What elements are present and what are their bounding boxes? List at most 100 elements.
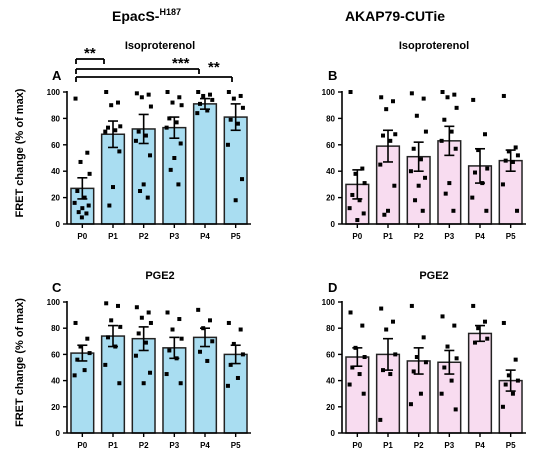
data-point	[205, 358, 210, 363]
data-point	[353, 171, 358, 176]
data-point	[471, 303, 476, 308]
data-point	[172, 156, 177, 160]
data-point	[347, 206, 352, 211]
y-tick-label: 100	[47, 88, 61, 97]
error-bar-p3	[169, 336, 180, 360]
data-point	[85, 336, 90, 341]
data-point	[84, 211, 89, 216]
y-tick-label: 100	[322, 88, 336, 97]
data-point	[411, 369, 416, 374]
data-point	[482, 132, 487, 137]
data-point	[228, 362, 233, 367]
x-tick-label-p5: P5	[506, 441, 516, 450]
data-point	[447, 181, 452, 186]
data-point	[442, 365, 447, 370]
data-point	[139, 95, 144, 100]
data-point	[178, 141, 183, 146]
data-point	[414, 355, 419, 360]
data-point	[510, 391, 515, 396]
data-point	[513, 145, 518, 150]
data-point	[421, 335, 426, 340]
data-point	[503, 158, 508, 163]
data-point	[416, 183, 421, 188]
x-tick-label-p1: P1	[108, 441, 118, 450]
error-bar-p1	[108, 324, 118, 348]
bar-p4	[192, 103, 218, 225]
x-tick-label-p4: P4	[475, 441, 485, 450]
data-point	[85, 150, 90, 155]
x-tick-label-p0: P0	[352, 441, 362, 450]
data-point	[146, 310, 151, 315]
data-point	[82, 195, 87, 200]
y-tick-label: 60	[51, 350, 60, 359]
data-point	[115, 303, 120, 308]
data-point	[440, 314, 445, 319]
data-point	[226, 90, 231, 94]
data-point	[388, 138, 393, 143]
y-tick-label: 40	[51, 377, 60, 386]
data-point	[179, 336, 184, 341]
data-point	[226, 320, 231, 325]
data-point	[111, 185, 115, 190]
data-point	[418, 157, 423, 162]
data-point	[143, 133, 148, 138]
data-point	[117, 149, 122, 154]
data-point	[165, 310, 170, 315]
data-point	[473, 170, 478, 175]
bar-p0	[70, 352, 95, 434]
x-tick-label-p5: P5	[231, 232, 241, 241]
data-point	[445, 95, 450, 100]
data-point	[148, 370, 153, 375]
x-tick-label-p1: P1	[383, 232, 393, 241]
data-point	[103, 362, 108, 367]
data-point	[423, 175, 428, 180]
error-bar-p1	[108, 120, 118, 149]
data-point	[201, 93, 206, 98]
data-point	[361, 211, 366, 216]
data-point	[485, 336, 490, 341]
x-tick-label-p0: P0	[352, 232, 362, 241]
error-bar-p5	[230, 344, 241, 365]
panel-c: C PGE2 FRET change (% of max) 0 20 40 60 80 100 P…	[14, 270, 251, 450]
x-tick-label-p0: P0	[77, 441, 87, 450]
data-point	[148, 153, 153, 158]
data-point	[136, 331, 141, 336]
bar-p4	[192, 336, 218, 434]
data-point	[360, 166, 365, 171]
panel-b: B Isoproterenol 0 20 40 60 80 100 P0 P1 P2 P3 P4 P5	[322, 40, 526, 241]
data-point	[225, 142, 230, 147]
x-tick-label-p5: P5	[231, 441, 241, 450]
data-point	[443, 191, 448, 196]
data-point	[164, 125, 169, 130]
data-point	[442, 117, 447, 122]
data-point	[133, 353, 138, 358]
data-point	[179, 103, 184, 108]
data-point	[420, 208, 425, 213]
data-point	[139, 315, 144, 320]
data-point	[72, 200, 77, 205]
data-point	[482, 319, 487, 324]
data-point	[177, 317, 182, 322]
data-point	[418, 391, 423, 396]
data-point	[449, 129, 454, 134]
y-tick-label: 40	[326, 167, 335, 176]
data-point	[195, 111, 200, 116]
data-point	[408, 169, 413, 174]
x-tick-label-p1: P1	[383, 441, 393, 450]
data-point	[449, 378, 454, 383]
error-bar-p2	[413, 347, 424, 375]
data-point	[106, 335, 111, 340]
data-point	[86, 203, 91, 208]
data-point	[118, 324, 123, 329]
x-tick-label-p2: P2	[414, 441, 424, 450]
y-tick-label: 80	[326, 324, 335, 333]
data-point	[378, 162, 383, 167]
data-point	[146, 92, 151, 97]
data-point	[408, 402, 413, 407]
data-point	[73, 320, 78, 325]
data-point	[134, 305, 139, 310]
data-point	[453, 407, 458, 412]
error-bar-p2	[138, 113, 149, 145]
data-point	[378, 417, 383, 422]
data-point	[133, 138, 138, 143]
